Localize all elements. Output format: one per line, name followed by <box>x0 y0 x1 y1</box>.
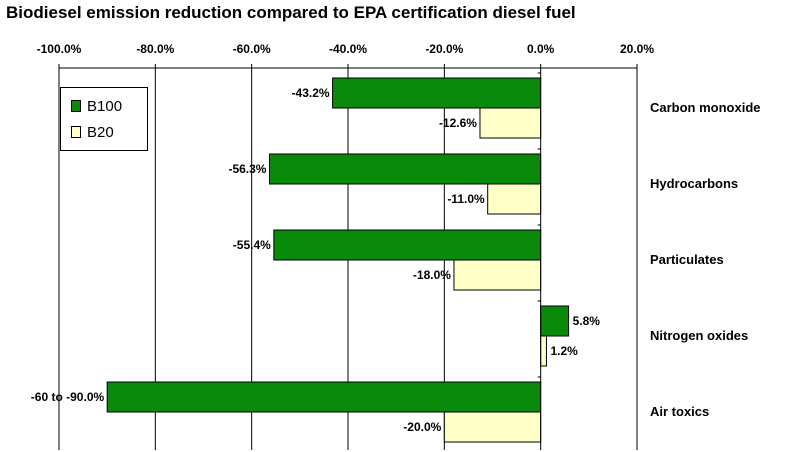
bar-b20 <box>540 335 547 367</box>
category-label: Carbon monoxide <box>650 100 761 115</box>
legend-item-b20: B20 <box>71 123 114 141</box>
chart-title: Biodiesel emission reduction compared to… <box>6 3 576 22</box>
bar-b100 <box>273 229 542 261</box>
data-label: 5.8% <box>573 314 601 328</box>
x-tick-label: 0.0% <box>527 42 555 56</box>
legend-swatch-b100 <box>71 100 81 112</box>
x-tick-label: -40.0% <box>329 42 367 56</box>
bar-b20 <box>453 259 542 291</box>
legend-swatch-b20 <box>71 126 81 138</box>
bar-b100 <box>540 305 570 337</box>
x-tick-label: -80.0% <box>136 42 174 56</box>
data-label: 1.2% <box>550 344 578 358</box>
category-label: Particulates <box>650 252 724 267</box>
data-label: -12.6% <box>439 116 477 130</box>
legend-label-b100: B100 <box>87 97 123 115</box>
legend-item-b100: B100 <box>71 97 123 115</box>
x-tick-label: -100.0% <box>37 42 82 56</box>
bar-b20 <box>443 411 542 443</box>
category-label: Air toxics <box>650 404 709 419</box>
x-tick-label: -60.0% <box>233 42 271 56</box>
data-label: -60 to -90.0% <box>31 390 105 404</box>
data-label: -20.0% <box>403 420 441 434</box>
data-label: -18.0% <box>413 268 451 282</box>
data-label: -55.4% <box>233 238 271 252</box>
legend: B100 B20 <box>60 87 148 151</box>
category-label: Hydrocarbons <box>650 176 738 191</box>
data-label: -56.3% <box>228 162 266 176</box>
bar-b20 <box>479 107 542 139</box>
legend-label-b20: B20 <box>87 123 114 141</box>
x-tick-label: 20.0% <box>620 42 654 56</box>
x-tick-label: -20.0% <box>425 42 463 56</box>
bar-b100 <box>268 153 542 185</box>
data-label: -43.2% <box>292 86 330 100</box>
data-label: -11.0% <box>447 192 485 206</box>
bar-b20 <box>487 183 542 215</box>
bar-b100 <box>106 381 542 413</box>
category-label: Nitrogen oxides <box>650 328 748 343</box>
bar-b100 <box>332 77 542 109</box>
